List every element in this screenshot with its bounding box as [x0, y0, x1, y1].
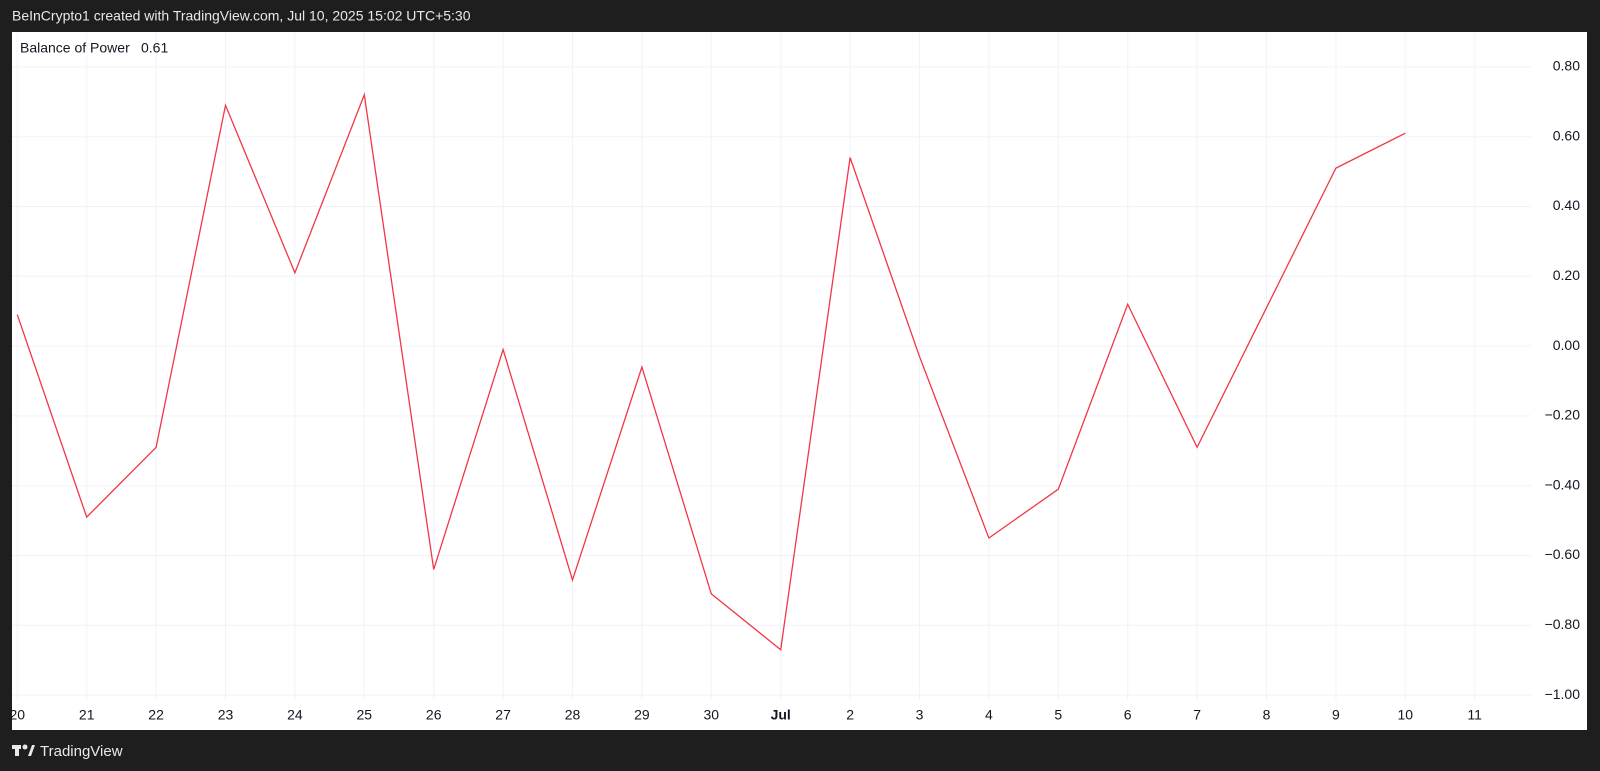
x-tick-label: 30 [704, 707, 720, 723]
y-tick-label: 0.00 [1553, 337, 1580, 353]
x-tick-label: 2 [846, 707, 854, 723]
x-tick-label: 8 [1263, 707, 1271, 723]
y-tick-label: 0.20 [1553, 267, 1580, 283]
line [16, 92, 1406, 651]
x-tick-label: 22 [148, 707, 164, 723]
y-tick-label: −0.20 [1545, 407, 1581, 423]
x-tick-label: 28 [565, 707, 581, 723]
plot: 0.80 0.60 0.40 0.20 0.00 −0.20 −0.40 −0.60 −0.80… [10, 32, 1581, 723]
x-tick-label: 10 [1398, 707, 1414, 723]
x-tick-label: 20 [10, 707, 26, 723]
credit: BeInCrypto1 created with TradingView.com… [12, 8, 471, 24]
x-tick-label: 24 [287, 707, 303, 723]
x-tick-label: 27 [495, 707, 511, 723]
x-tick-label: 26 [426, 707, 442, 723]
brand-logo [12, 744, 35, 756]
x-tick-label: 6 [1124, 707, 1132, 723]
x-tick-label: 21 [79, 707, 95, 723]
y-tick-label: −0.60 [1545, 546, 1581, 562]
x-tick-label: 4 [985, 707, 993, 723]
y-tick-label: 0.40 [1553, 197, 1580, 213]
x-tick-label: 7 [1193, 707, 1201, 723]
y-tick-label: 0.60 [1553, 127, 1580, 143]
plot-background [12, 32, 1587, 730]
x-tick-label: 25 [357, 707, 373, 723]
x-tick-label: 5 [1054, 707, 1062, 723]
y-tick-label: −0.40 [1545, 476, 1581, 492]
x-tick-label: 9 [1332, 707, 1340, 723]
x-tick-label: 29 [634, 707, 650, 723]
legend-label: Balance of Power [20, 40, 130, 56]
legend-value: 0.61 [141, 40, 168, 56]
x-tick-label: 3 [916, 707, 924, 723]
x-tick-label: Jul [771, 707, 791, 723]
brand: TradingView [40, 743, 123, 760]
x-tick-label: 11 [1467, 707, 1482, 723]
y-tick-label: −0.80 [1545, 616, 1581, 632]
x-tick-label: 23 [218, 707, 234, 723]
y-tick-label: 0.80 [1553, 58, 1580, 74]
y-tick-label: −1.00 [1545, 686, 1581, 702]
